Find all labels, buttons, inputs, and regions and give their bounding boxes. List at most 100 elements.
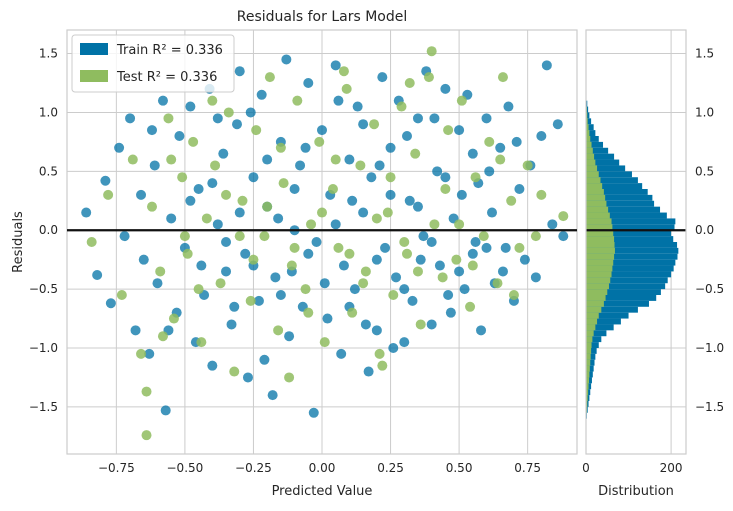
hist-y-tick-label: 0.0 [695,223,714,237]
test-point [246,296,256,306]
test-point [498,72,508,82]
test-point [292,96,302,106]
test-point [276,143,286,153]
hist-y-tick-label: 0.5 [695,164,714,178]
test-point [457,96,467,106]
test-point [177,172,187,182]
test-point [399,237,409,247]
test-point [142,387,152,397]
test-point [128,155,138,165]
test-point [229,367,239,377]
test-point [216,278,226,288]
test-point [194,284,204,294]
test-point [383,208,393,218]
x-axis-label: Predicted Value [272,484,373,499]
test-point [416,319,426,329]
test-point [514,243,524,253]
hist-x-tick-label: 0 [582,461,590,475]
hist-y-tick-label: 1.0 [695,105,714,119]
test-point [287,261,297,271]
test-point [314,137,324,147]
test-point [386,172,396,182]
test-point [523,160,533,170]
legend: Train R² = 0.336 Test R² = 0.336 [72,35,234,92]
test-point [248,255,258,265]
legend-swatch-train [80,43,108,55]
test-point [202,213,212,223]
test-point [397,102,407,112]
legend-swatch-test [80,70,108,82]
test-point [136,349,146,359]
test-point [375,349,385,359]
x-tick-label: −0.50 [167,461,204,475]
test-point [306,219,316,229]
test-point [279,178,289,188]
test-point [180,231,190,241]
hist-y-tick-label: −1.0 [695,341,724,355]
test-point [320,337,330,347]
test-point [342,84,352,94]
test-point [183,249,193,259]
test-point [429,219,439,229]
test-point [402,249,412,259]
test-point [196,337,206,347]
test-point [410,149,420,159]
test-point [339,66,349,76]
y-tick-label: 1.0 [39,105,58,119]
hist-x-tick-label: 200 [660,461,683,475]
test-point [147,202,157,212]
test-point [259,231,269,241]
test-point [166,155,176,165]
y-tick-label: 0.5 [39,164,58,178]
test-point [169,314,179,324]
test-point [188,137,198,147]
test-point [536,190,546,200]
y-axis-label: Residuals [11,211,26,273]
test-point [355,160,365,170]
test-point [224,107,234,117]
test-point [251,125,261,135]
test-point [347,308,357,318]
hist-x-axis-label: Distribution [598,484,674,499]
test-point [117,290,127,300]
test-point [492,278,502,288]
test-point [210,160,220,170]
x-tick-label: 0.00 [309,461,336,475]
test-point [301,284,311,294]
test-point [484,137,494,147]
test-point [471,172,481,182]
legend-label-test: Test R² = 0.336 [116,70,217,85]
test-point [438,272,448,282]
test-point [237,196,247,206]
test-point [443,125,453,135]
test-point [558,211,568,221]
y-tick-label: 1.5 [39,47,58,61]
test-point [451,255,461,265]
hist-y-tick-label: −1.5 [695,400,724,414]
hist-plot-frame [586,30,686,454]
test-point [424,72,434,82]
x-tick-label: −0.25 [235,461,272,475]
test-point [331,155,341,165]
test-point [328,184,338,194]
test-point [221,190,231,200]
test-point [405,78,415,88]
legend-label-train: Train R² = 0.336 [116,43,223,58]
test-point [333,243,343,253]
test-point [163,113,173,123]
test-point [479,231,489,241]
hist-y-tick-labels: −1.5−1.0−0.50.00.51.01.5 [695,47,724,414]
chart-title: Residuals for Lars Model [237,9,407,25]
test-point [155,266,165,276]
test-point [207,96,217,106]
test-point [344,249,354,259]
test-point [440,184,450,194]
test-point [158,331,168,341]
hist-y-tick-label: 1.5 [695,47,714,61]
test-point [454,219,464,229]
test-point [273,325,283,335]
test-point [468,261,478,271]
test-point [317,208,327,218]
